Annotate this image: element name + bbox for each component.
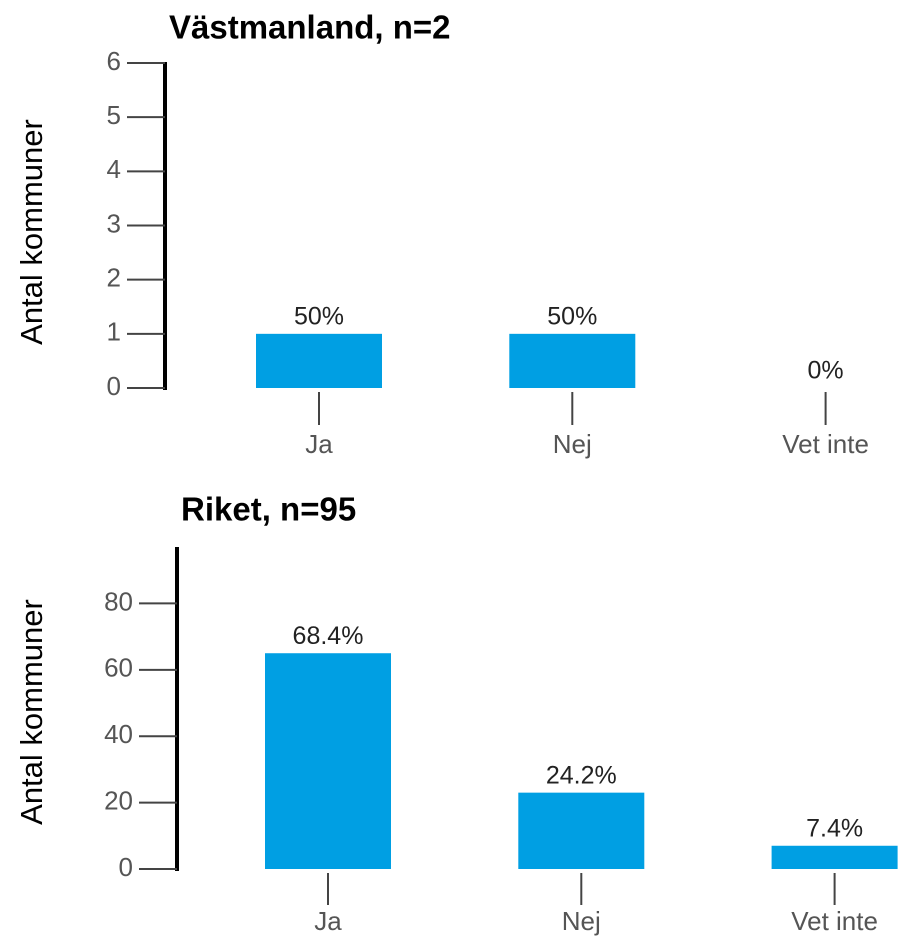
bar	[265, 653, 391, 869]
chart-title: Västmanland, n=2	[169, 9, 451, 46]
y-tick-label: 80	[104, 586, 133, 616]
y-tick-label: 40	[104, 719, 133, 749]
y-tick-label: 0	[119, 852, 133, 882]
bar	[518, 792, 645, 869]
value-label: 7.4%	[806, 814, 863, 842]
bar	[771, 845, 898, 869]
chart-title: Riket, n=95	[181, 491, 356, 528]
x-tick-label: Nej	[562, 906, 601, 936]
y-tick-label: 5	[107, 100, 121, 130]
y-tick-label: 20	[104, 785, 133, 815]
x-tick-label: Ja	[314, 906, 342, 936]
value-label: 50%	[547, 302, 597, 330]
x-tick-label: Ja	[305, 429, 333, 459]
bar	[509, 333, 636, 388]
y-tick-label: 4	[107, 154, 121, 184]
y-tick-label: 60	[104, 653, 133, 683]
y-tick-label: 0	[107, 371, 121, 401]
y-tick-label: 3	[107, 208, 121, 238]
x-tick-label: Vet inte	[791, 906, 878, 936]
value-label: 24.2%	[546, 761, 617, 789]
bar	[256, 333, 382, 388]
y-axis-label: Antal kommuner	[14, 119, 49, 345]
y-tick-label: 6	[107, 46, 121, 76]
y-axis-label: Antal kommuner	[14, 599, 49, 825]
x-tick-label: Vet inte	[782, 429, 869, 459]
x-tick-label: Nej	[553, 429, 592, 459]
value-label: 68.4%	[293, 622, 364, 650]
value-label: 50%	[294, 302, 344, 330]
y-tick-label: 1	[107, 317, 121, 347]
y-tick-label: 2	[107, 263, 121, 293]
value-label: 0%	[808, 357, 844, 385]
